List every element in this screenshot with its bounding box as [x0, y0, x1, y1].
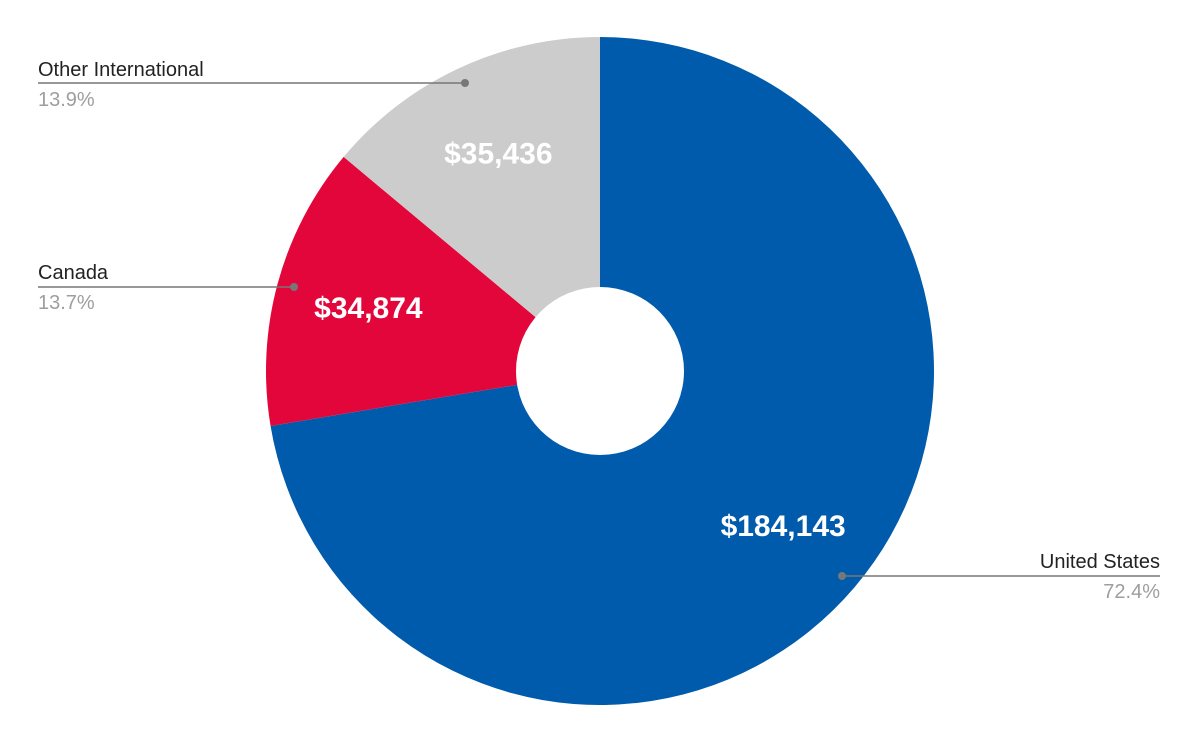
percent-label-other-international: 13.9% [38, 89, 95, 111]
value-label-other-international: $35,436 [444, 138, 552, 171]
slice-other-international [343, 37, 600, 371]
donut-hole [516, 287, 684, 455]
value-label-canada: $34,874 [314, 292, 423, 325]
value-labels-group: $184,143 $34,874 $35,436 [314, 138, 846, 544]
category-label-canada: Canada [38, 262, 109, 284]
value-label-united-states: $184,143 [721, 510, 846, 543]
leader-dot-other-international [461, 79, 469, 87]
category-label-united-states: United States [1040, 551, 1160, 573]
category-label-other-international: Other International [38, 59, 204, 81]
percent-label-canada: 13.7% [38, 292, 95, 314]
percent-label-united-states: 72.4% [1103, 581, 1160, 603]
leader-dot-canada [290, 283, 298, 291]
callouts-group: United States 72.4% Canada 13.7% Other Inter… [38, 59, 1160, 603]
leader-dot-united-states [838, 572, 846, 580]
slice-canada [266, 156, 600, 426]
